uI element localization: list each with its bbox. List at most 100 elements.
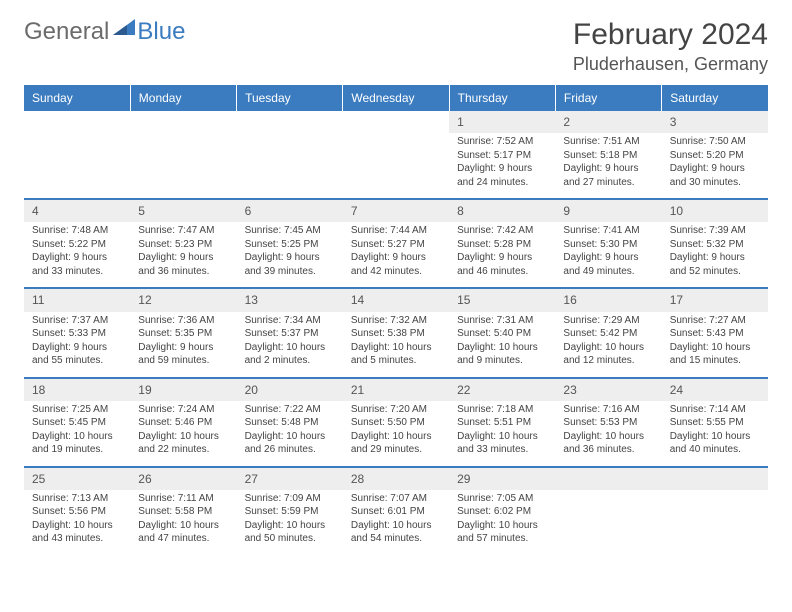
day-number-cell: 29 xyxy=(449,467,555,490)
sunset-text: Sunset: 5:43 PM xyxy=(670,327,760,341)
daylight-text: Daylight: 9 hours and 46 minutes. xyxy=(457,251,547,278)
day-detail-row: Sunrise: 7:52 AMSunset: 5:17 PMDaylight:… xyxy=(24,133,768,199)
day-number-cell: 16 xyxy=(555,288,661,311)
sunrise-text: Sunrise: 7:42 AM xyxy=(457,224,547,238)
sunrise-text: Sunrise: 7:25 AM xyxy=(32,403,122,417)
sunrise-text: Sunrise: 7:41 AM xyxy=(563,224,653,238)
day-number-cell: 11 xyxy=(24,288,130,311)
day-detail-cell: Sunrise: 7:07 AMSunset: 6:01 PMDaylight:… xyxy=(343,490,449,556)
day-number-cell: 22 xyxy=(449,378,555,401)
sunrise-text: Sunrise: 7:16 AM xyxy=(563,403,653,417)
sunset-text: Sunset: 5:59 PM xyxy=(245,505,335,519)
weekday-header: Sunday xyxy=(24,85,130,111)
daylight-text: Daylight: 10 hours and 12 minutes. xyxy=(563,341,653,368)
day-number-cell: 3 xyxy=(662,111,768,133)
sunrise-text: Sunrise: 7:37 AM xyxy=(32,314,122,328)
day-number-row: 11121314151617 xyxy=(24,288,768,311)
sunset-text: Sunset: 5:17 PM xyxy=(457,149,547,163)
sunrise-text: Sunrise: 7:31 AM xyxy=(457,314,547,328)
sunset-text: Sunset: 5:46 PM xyxy=(138,416,228,430)
sunset-text: Sunset: 5:40 PM xyxy=(457,327,547,341)
daylight-text: Daylight: 10 hours and 9 minutes. xyxy=(457,341,547,368)
day-detail-cell: Sunrise: 7:09 AMSunset: 5:59 PMDaylight:… xyxy=(237,490,343,556)
weekday-header: Thursday xyxy=(449,85,555,111)
day-detail-cell: Sunrise: 7:41 AMSunset: 5:30 PMDaylight:… xyxy=(555,222,661,288)
day-number-cell: 13 xyxy=(237,288,343,311)
day-detail-cell: Sunrise: 7:45 AMSunset: 5:25 PMDaylight:… xyxy=(237,222,343,288)
daylight-text: Daylight: 10 hours and 29 minutes. xyxy=(351,430,441,457)
daylight-text: Daylight: 10 hours and 19 minutes. xyxy=(32,430,122,457)
day-number-row: 45678910 xyxy=(24,199,768,222)
location: Pluderhausen, Germany xyxy=(573,54,768,75)
logo-triangle-icon xyxy=(113,19,135,35)
day-detail-row: Sunrise: 7:48 AMSunset: 5:22 PMDaylight:… xyxy=(24,222,768,288)
day-number-row: 2526272829 xyxy=(24,467,768,490)
header: General Blue February 2024 Pluderhausen,… xyxy=(24,18,768,75)
day-number-cell: 1 xyxy=(449,111,555,133)
sunset-text: Sunset: 6:01 PM xyxy=(351,505,441,519)
day-number-row: 123 xyxy=(24,111,768,133)
daylight-text: Daylight: 9 hours and 55 minutes. xyxy=(32,341,122,368)
day-detail-cell: Sunrise: 7:27 AMSunset: 5:43 PMDaylight:… xyxy=(662,312,768,378)
day-number-row: 18192021222324 xyxy=(24,378,768,401)
day-detail-cell: Sunrise: 7:31 AMSunset: 5:40 PMDaylight:… xyxy=(449,312,555,378)
day-number-cell: 25 xyxy=(24,467,130,490)
day-number-cell xyxy=(130,111,236,133)
sunrise-text: Sunrise: 7:11 AM xyxy=(138,492,228,506)
weekday-header: Friday xyxy=(555,85,661,111)
daylight-text: Daylight: 9 hours and 59 minutes. xyxy=(138,341,228,368)
sunset-text: Sunset: 5:32 PM xyxy=(670,238,760,252)
month-title: February 2024 xyxy=(573,18,768,52)
day-detail-cell: Sunrise: 7:29 AMSunset: 5:42 PMDaylight:… xyxy=(555,312,661,378)
day-detail-cell: Sunrise: 7:22 AMSunset: 5:48 PMDaylight:… xyxy=(237,401,343,467)
sunset-text: Sunset: 5:56 PM xyxy=(32,505,122,519)
sunset-text: Sunset: 5:33 PM xyxy=(32,327,122,341)
day-number-cell: 12 xyxy=(130,288,236,311)
sunrise-text: Sunrise: 7:24 AM xyxy=(138,403,228,417)
day-detail-cell: Sunrise: 7:20 AMSunset: 5:50 PMDaylight:… xyxy=(343,401,449,467)
day-number-cell: 7 xyxy=(343,199,449,222)
daylight-text: Daylight: 9 hours and 30 minutes. xyxy=(670,162,760,189)
sunrise-text: Sunrise: 7:32 AM xyxy=(351,314,441,328)
daylight-text: Daylight: 10 hours and 36 minutes. xyxy=(563,430,653,457)
day-detail-cell: Sunrise: 7:34 AMSunset: 5:37 PMDaylight:… xyxy=(237,312,343,378)
day-number-cell: 9 xyxy=(555,199,661,222)
sunset-text: Sunset: 5:51 PM xyxy=(457,416,547,430)
sunrise-text: Sunrise: 7:36 AM xyxy=(138,314,228,328)
day-number-cell: 21 xyxy=(343,378,449,401)
day-detail-cell xyxy=(130,133,236,199)
sunset-text: Sunset: 5:25 PM xyxy=(245,238,335,252)
day-number-cell: 26 xyxy=(130,467,236,490)
sunset-text: Sunset: 5:20 PM xyxy=(670,149,760,163)
day-detail-cell: Sunrise: 7:37 AMSunset: 5:33 PMDaylight:… xyxy=(24,312,130,378)
day-number-cell: 20 xyxy=(237,378,343,401)
day-detail-cell: Sunrise: 7:42 AMSunset: 5:28 PMDaylight:… xyxy=(449,222,555,288)
sunrise-text: Sunrise: 7:50 AM xyxy=(670,135,760,149)
sunset-text: Sunset: 5:55 PM xyxy=(670,416,760,430)
sunrise-text: Sunrise: 7:47 AM xyxy=(138,224,228,238)
sunset-text: Sunset: 5:42 PM xyxy=(563,327,653,341)
day-detail-cell: Sunrise: 7:44 AMSunset: 5:27 PMDaylight:… xyxy=(343,222,449,288)
day-detail-cell: Sunrise: 7:05 AMSunset: 6:02 PMDaylight:… xyxy=(449,490,555,556)
sunset-text: Sunset: 5:35 PM xyxy=(138,327,228,341)
day-number-cell: 19 xyxy=(130,378,236,401)
day-number-cell: 28 xyxy=(343,467,449,490)
daylight-text: Daylight: 10 hours and 40 minutes. xyxy=(670,430,760,457)
day-detail-row: Sunrise: 7:13 AMSunset: 5:56 PM Daylight:… xyxy=(24,490,768,556)
daylight-text: Daylight: 10 hours and 26 minutes. xyxy=(245,430,335,457)
day-number-cell xyxy=(237,111,343,133)
day-number-cell xyxy=(24,111,130,133)
sunrise-text: Sunrise: 7:44 AM xyxy=(351,224,441,238)
day-number-cell: 10 xyxy=(662,199,768,222)
day-number-cell: 23 xyxy=(555,378,661,401)
daylight-text: Daylight: 10 hours and 54 minutes. xyxy=(351,519,441,546)
weekday-header: Saturday xyxy=(662,85,768,111)
day-number-cell: 5 xyxy=(130,199,236,222)
weekday-header: Tuesday xyxy=(237,85,343,111)
sunset-text: Sunset: 5:22 PM xyxy=(32,238,122,252)
sunrise-text: Sunrise: 7:13 AM xyxy=(32,492,122,506)
day-detail-cell: Sunrise: 7:48 AMSunset: 5:22 PMDaylight:… xyxy=(24,222,130,288)
day-detail-row: Sunrise: 7:37 AMSunset: 5:33 PMDaylight:… xyxy=(24,312,768,378)
daylight-text: Daylight: 10 hours and 47 minutes. xyxy=(138,519,228,546)
day-detail-cell: Sunrise: 7:47 AMSunset: 5:23 PMDaylight:… xyxy=(130,222,236,288)
